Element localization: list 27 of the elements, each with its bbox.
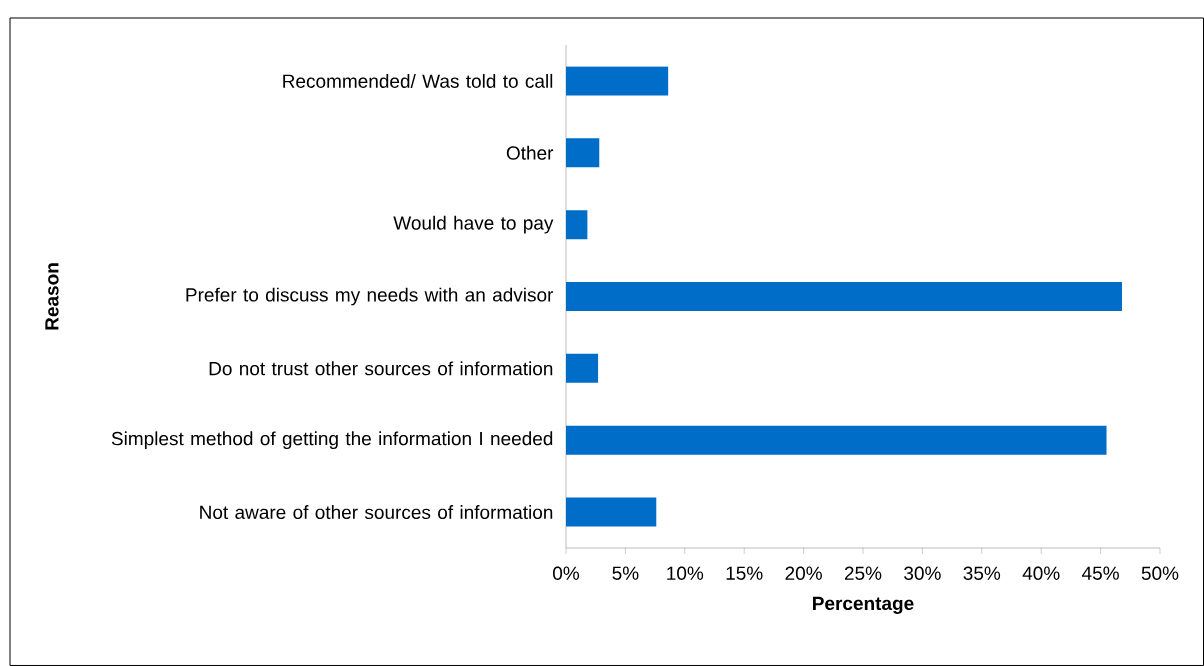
- y-tick-label: Recommended/ Was told to call: [283, 73, 553, 88]
- bar: [566, 497, 657, 527]
- x-tick-label: 45%: [1082, 566, 1119, 580]
- bar: [566, 210, 588, 240]
- x-axis-title: Percentage: [813, 596, 914, 614]
- x-tick-label: 15%: [726, 566, 763, 580]
- x-tick-label: 30%: [904, 566, 941, 580]
- bar: [566, 282, 1122, 311]
- y-tick-label: Do not trust other sources of information: [209, 361, 553, 376]
- bar: [566, 425, 1107, 455]
- y-tick-label: Prefer to discuss my needs with an advisor: [186, 287, 554, 306]
- x-tick-label: 40%: [1022, 566, 1060, 580]
- x-tick-label: 25%: [844, 566, 882, 580]
- x-tick-label: 50%: [1141, 566, 1179, 580]
- x-tick-label: 20%: [785, 566, 822, 580]
- x-tick-label: 5%: [612, 566, 639, 580]
- x-tick-label: 0%: [553, 566, 580, 580]
- bar: [566, 353, 599, 383]
- y-tick-label: Other: [506, 145, 554, 160]
- y-axis-title: Reason: [45, 263, 59, 330]
- y-tick-label: Not aware of other sources of information: [200, 505, 553, 520]
- y-tick-label: Simplest method of getting the information I needed: [111, 431, 553, 450]
- x-tick-label: 35%: [963, 566, 1001, 580]
- x-tick-label: 10%: [667, 566, 704, 580]
- bar: [566, 138, 600, 168]
- bar: [566, 66, 669, 96]
- y-tick-label: Would have to pay: [393, 215, 554, 234]
